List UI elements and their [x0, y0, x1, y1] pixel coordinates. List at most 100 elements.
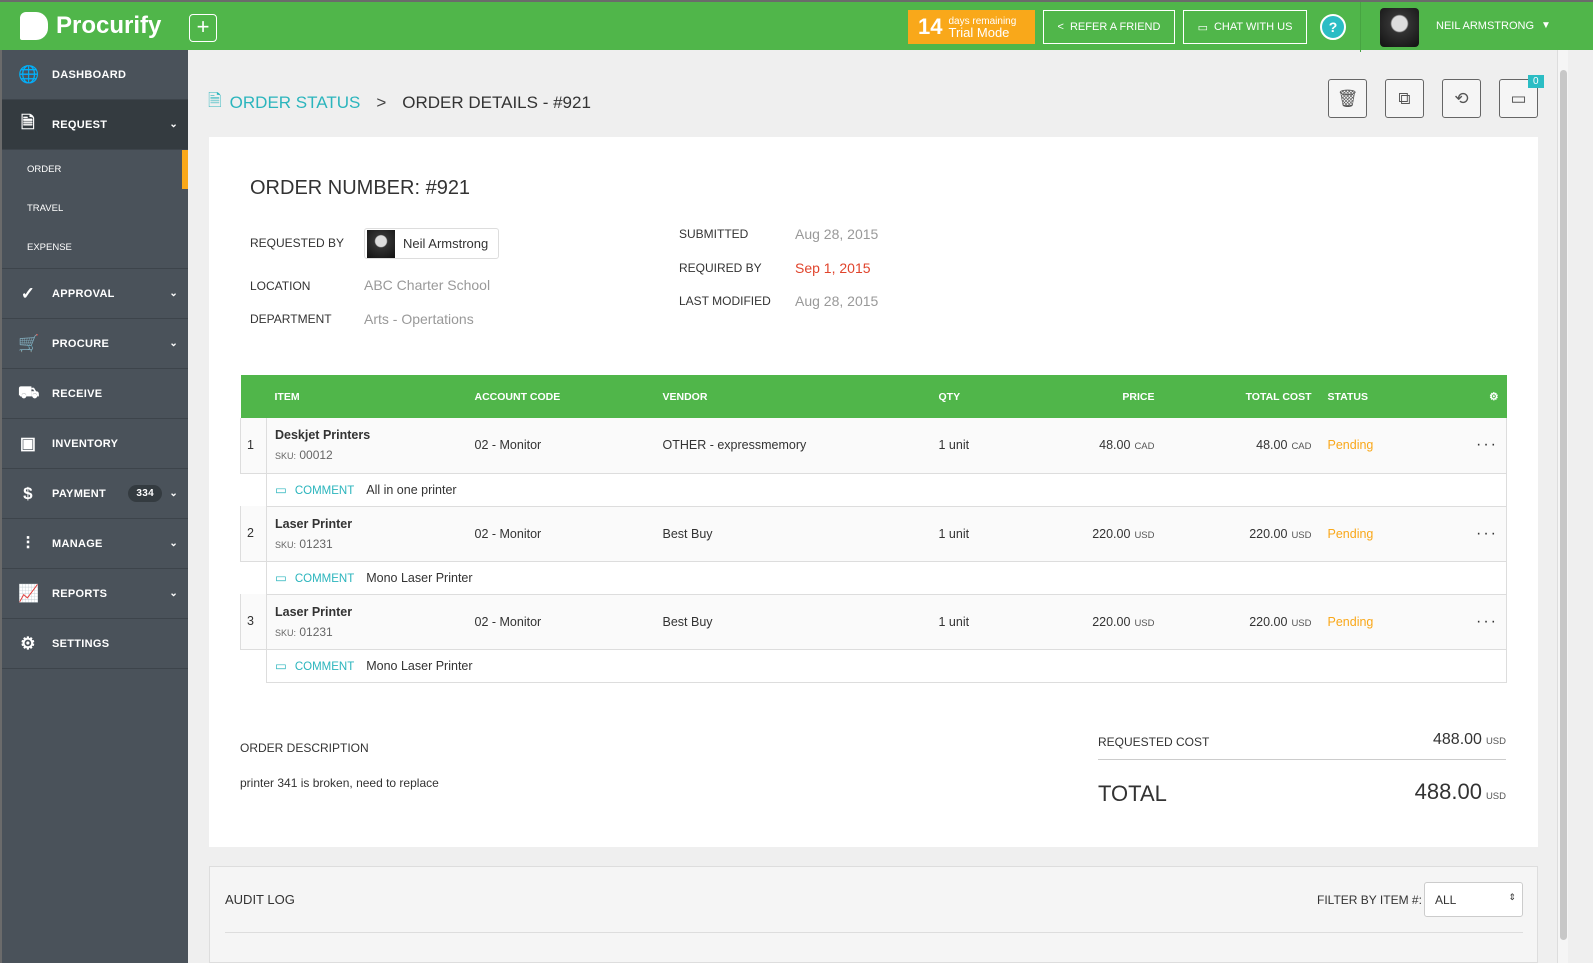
sidebar-item-reports[interactable]: 📈 REPORTS ⌄: [2, 569, 188, 619]
table-row[interactable]: 3 Laser Printer SKU: 01231 02 - Monitor B…: [240, 594, 1507, 650]
total-label: TOTAL: [1098, 781, 1167, 806]
sidebar-item-procure[interactable]: 🛒 PROCURE ⌄: [2, 319, 188, 369]
table-settings-icon[interactable]: ⚙: [1439, 375, 1507, 418]
sidebar-item-inventory[interactable]: ▣ INVENTORY: [2, 419, 188, 469]
order-description-label: ORDER DESCRIPTION: [240, 741, 369, 755]
chevron-down-icon: ⌄: [169, 338, 178, 349]
currency: USD: [1134, 529, 1155, 541]
required-by-label: REQUIRED BY: [679, 261, 762, 275]
sidebar-subitem-travel[interactable]: TRAVEL: [27, 203, 64, 214]
sidebar-item-manage[interactable]: ⫶ MANAGE ⌄: [2, 519, 188, 569]
sidebar-item-payment[interactable]: $ PAYMENT 334 ⌄: [2, 469, 188, 519]
procurify-logo[interactable]: Procurify: [20, 12, 161, 40]
comment-label[interactable]: COMMENT: [294, 661, 355, 673]
sidebar: 🌐 DASHBOARD 🗎 REQUEST ⌄ ORDER TRAVEL EXPENS…: [0, 50, 188, 963]
header-item: ITEM: [266, 375, 467, 418]
nav-label: REPORTS: [52, 587, 108, 600]
nav-label: SETTINGS: [52, 637, 110, 650]
requested-cost-label: REQUESTED COST: [1098, 735, 1210, 749]
audit-log-title: AUDIT LOG: [225, 892, 295, 907]
more-options-icon[interactable]: ···: [1439, 418, 1507, 474]
qty: 1 unit: [930, 506, 1031, 562]
comment-row: ▭ COMMENT All in one printer: [240, 473, 1507, 507]
nav-label: REQUEST: [52, 118, 108, 131]
comment-indent: [240, 649, 267, 682]
sku-label: SKU:: [275, 627, 297, 638]
breadcrumb-order-status[interactable]: ORDER STATUS: [229, 92, 361, 112]
payment-count-badge: 334: [128, 485, 162, 502]
more-options-icon[interactable]: ···: [1439, 594, 1507, 650]
price: 48.00: [1099, 438, 1131, 453]
history-button[interactable]: ⟲: [1442, 79, 1481, 118]
scrollbar-thumb[interactable]: [1560, 70, 1567, 940]
currency: USD: [1485, 791, 1506, 802]
divider: [1360, 2, 1361, 52]
comment-row: ▭ COMMENT Mono Laser Printer: [240, 561, 1507, 595]
gear-icon: ⚙: [20, 633, 36, 653]
audit-log-panel: AUDIT LOG FILTER BY ITEM #: ALL ⇕: [209, 866, 1538, 963]
currency: USD: [1134, 617, 1155, 629]
price: 220.00: [1092, 614, 1131, 629]
item-name[interactable]: Deskjet Printers: [275, 428, 371, 443]
add-button[interactable]: +: [189, 14, 217, 42]
chevron-down-icon: ⌄: [169, 538, 178, 549]
requested-cost-value: 488.00: [1433, 731, 1482, 748]
sidebar-subitem-expense[interactable]: EXPENSE: [27, 242, 72, 253]
duplicate-button[interactable]: ⧉: [1385, 79, 1424, 118]
breadcrumb: 🗎 ORDER STATUS > ORDER DETAILS - #921: [208, 88, 591, 117]
currency: USD: [1291, 617, 1312, 629]
table-row[interactable]: 1 Deskjet Printers SKU: 00012 02 - Monito…: [240, 418, 1507, 474]
comment-text: All in one printer: [366, 483, 457, 497]
vendor: Best Buy: [654, 506, 931, 562]
sidebar-subitem-order[interactable]: ORDER: [2, 150, 188, 189]
trial-badge[interactable]: 14 days remaining Trial Mode: [908, 10, 1035, 44]
sidebar-item-approval[interactable]: ✓ APPROVAL ⌄: [2, 269, 188, 319]
account-code: 02 - Monitor: [466, 418, 655, 474]
row-number: 2: [240, 506, 267, 562]
location-label: LOCATION: [250, 279, 311, 293]
status-badge: Pending: [1319, 418, 1440, 474]
sidebar-item-receive[interactable]: ⛟ RECEIVE: [2, 369, 188, 419]
user-avatar[interactable]: [1380, 8, 1419, 47]
chevron-down-icon: ⌄: [169, 588, 178, 599]
comment-icon: ▭: [275, 659, 287, 673]
status-badge: Pending: [1319, 506, 1440, 562]
sidebar-item-request[interactable]: 🗎 REQUEST ⌄: [2, 100, 188, 150]
filter-label: FILTER BY ITEM #:: [1317, 893, 1422, 907]
select-arrows-icon: ⇕: [1508, 892, 1516, 902]
sidebar-item-dashboard[interactable]: 🌐 DASHBOARD: [2, 50, 188, 100]
item-name[interactable]: Laser Printer: [275, 604, 353, 619]
trial-days: 14: [918, 14, 943, 39]
account-code: 02 - Monitor: [466, 506, 655, 562]
header-price: PRICE: [1030, 375, 1163, 418]
delete-button[interactable]: 🗑: [1328, 79, 1367, 118]
truck-icon: ⛟: [18, 382, 40, 402]
required-by-value: Sep 1, 2015: [795, 260, 871, 276]
caret-down-icon[interactable]: ▼: [1541, 20, 1551, 31]
comment-label[interactable]: COMMENT: [294, 485, 355, 497]
refer-friend-button[interactable]: < REFER A FRIEND: [1043, 10, 1175, 44]
chat-button[interactable]: ▭ CHAT WITH US: [1183, 10, 1307, 44]
user-name[interactable]: NEIL ARMSTRONG: [1436, 20, 1534, 32]
dollar-icon: $: [23, 483, 33, 503]
more-options-icon[interactable]: ···: [1439, 506, 1507, 562]
item-name[interactable]: Laser Printer: [275, 516, 353, 531]
filter-item-select[interactable]: ALL ⇕: [1424, 882, 1523, 917]
share-icon: <: [1057, 21, 1064, 33]
nav-label: DASHBOARD: [52, 68, 127, 81]
requester-chip[interactable]: Neil Armstrong: [364, 228, 500, 259]
box-icon: ▣: [19, 433, 37, 453]
help-button[interactable]: ?: [1320, 14, 1346, 40]
top-bar: Procurify + 14 days remaining Trial Mode <…: [0, 0, 1593, 52]
comment-label[interactable]: COMMENT: [294, 573, 355, 585]
table-row[interactable]: 2 Laser Printer SKU: 01231 02 - Monitor B…: [240, 506, 1507, 562]
comment-row: ▭ COMMENT Mono Laser Printer: [240, 649, 1507, 683]
breadcrumb-current: ORDER DETAILS - #921: [402, 92, 591, 112]
page-scrollbar[interactable]: [1557, 50, 1568, 963]
last-modified-label: LAST MODIFIED: [679, 294, 771, 308]
header-vendor: VENDOR: [654, 375, 931, 418]
sidebar-item-settings[interactable]: ⚙ SETTINGS: [2, 619, 188, 669]
item-cell: Laser Printer SKU: 01231: [266, 506, 467, 562]
sku-label: SKU:: [275, 451, 297, 462]
order-card: ORDER NUMBER: #921 REQUESTED BY Neil Arm…: [209, 137, 1538, 847]
